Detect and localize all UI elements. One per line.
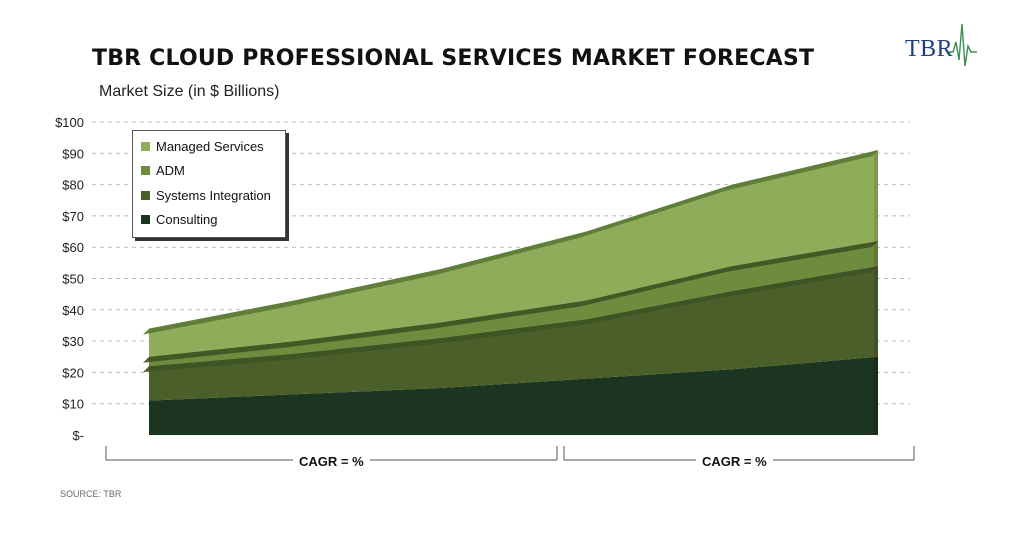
y-tick-label: $90 — [62, 146, 84, 161]
y-tick-label: $100 — [55, 115, 84, 130]
legend-label: Managed Services — [156, 138, 264, 154]
y-tick-label: $50 — [62, 272, 84, 287]
source-note: SOURCE: TBR — [60, 489, 122, 499]
area-edge — [143, 150, 878, 335]
areas — [143, 150, 878, 436]
legend-label: Consulting — [156, 212, 218, 228]
legend-label: Systems Integration — [156, 187, 271, 203]
y-axis-ticks: $100 $90 $80 $70 $60 $50 $40 $30 $20 $10 $- — [55, 115, 84, 443]
legend-item-managed-services: Managed Services — [133, 134, 285, 159]
logo-text: TBR — [905, 36, 954, 62]
chart-subtitle: Market Size (in $ Billions) — [99, 83, 280, 100]
legend-item-adm: ADM — [133, 159, 285, 184]
legend-label: ADM — [156, 163, 185, 179]
legend-item-systems-integration: Systems Integration — [133, 183, 285, 208]
area-edge — [143, 265, 878, 373]
logo-pulse-icon — [949, 23, 977, 67]
legend-item-consulting: Consulting — [133, 208, 285, 233]
cagr-label-right: CAGR = % — [696, 454, 773, 469]
legend-swatch — [141, 141, 150, 151]
y-tick-label: $- — [72, 428, 84, 443]
y-tick-label: $40 — [62, 303, 84, 318]
y-tick-label: $60 — [62, 240, 84, 255]
cagr-brackets — [105, 446, 915, 461]
area-consulting — [149, 356, 878, 435]
legend: Managed Services ADM Systems Integration… — [132, 130, 286, 238]
legend-swatch — [141, 215, 150, 225]
cagr-label-left: CAGR = % — [293, 454, 370, 469]
y-tick-label: $10 — [62, 397, 84, 412]
legend-swatch — [141, 190, 150, 200]
legend-swatch — [141, 166, 150, 176]
y-tick-label: $20 — [62, 365, 84, 380]
chart-title: TBR CLOUD PROFESSIONAL SERVICES MARKET F… — [92, 46, 815, 71]
y-tick-label: $70 — [62, 209, 84, 224]
area-edge — [143, 240, 878, 363]
tbr-logo: TBR — [905, 22, 985, 70]
area-side-shade — [874, 150, 878, 436]
y-tick-label: $30 — [62, 334, 84, 349]
y-tick-label: $80 — [62, 178, 84, 193]
